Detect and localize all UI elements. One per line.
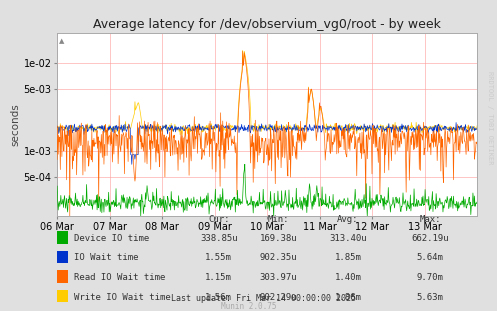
Text: 9.70m: 9.70m: [416, 273, 443, 282]
Title: Average latency for /dev/observium_vg0/root - by week: Average latency for /dev/observium_vg0/r…: [93, 18, 441, 31]
Text: 662.19u: 662.19u: [411, 234, 449, 243]
Text: RRDTOOL / TOBI OETIKER: RRDTOOL / TOBI OETIKER: [487, 72, 493, 165]
Text: 5.64m: 5.64m: [416, 253, 443, 262]
Text: 1.86m: 1.86m: [334, 293, 361, 301]
Text: Write IO Wait time: Write IO Wait time: [74, 293, 170, 301]
Text: Read IO Wait time: Read IO Wait time: [74, 273, 165, 282]
Text: 313.40u: 313.40u: [329, 234, 367, 243]
Text: Munin 2.0.75: Munin 2.0.75: [221, 302, 276, 311]
Text: 1.56m: 1.56m: [205, 293, 232, 301]
Text: Cur:: Cur:: [208, 215, 230, 224]
Text: Min:: Min:: [267, 215, 289, 224]
Text: Device IO time: Device IO time: [74, 234, 149, 243]
Text: Avg:: Avg:: [337, 215, 359, 224]
Text: 1.15m: 1.15m: [205, 273, 232, 282]
Text: ▲: ▲: [59, 38, 65, 44]
Text: 303.97u: 303.97u: [259, 273, 297, 282]
Text: 1.40m: 1.40m: [334, 273, 361, 282]
Text: 902.29u: 902.29u: [259, 293, 297, 301]
Text: 5.63m: 5.63m: [416, 293, 443, 301]
Text: 1.85m: 1.85m: [334, 253, 361, 262]
Text: Max:: Max:: [419, 215, 441, 224]
Text: 169.38u: 169.38u: [259, 234, 297, 243]
Text: 1.55m: 1.55m: [205, 253, 232, 262]
Text: Last update: Fri Mar 14 00:00:00 2025: Last update: Fri Mar 14 00:00:00 2025: [171, 294, 356, 303]
Text: IO Wait time: IO Wait time: [74, 253, 138, 262]
Y-axis label: seconds: seconds: [11, 103, 21, 146]
Text: 902.35u: 902.35u: [259, 253, 297, 262]
Text: 338.85u: 338.85u: [200, 234, 238, 243]
